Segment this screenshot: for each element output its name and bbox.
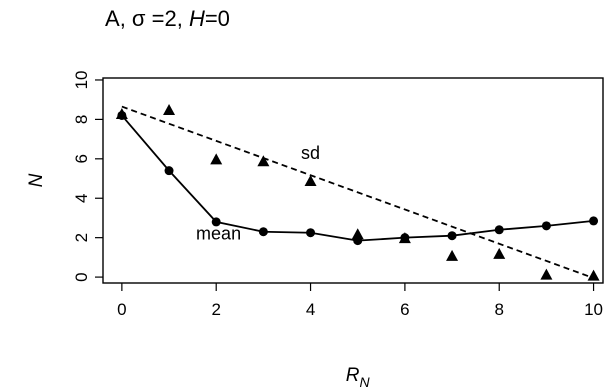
x-tick-label: 4: [306, 300, 315, 319]
series-sd-point: [210, 153, 223, 165]
y-axis-label: N: [26, 173, 47, 187]
series-sd-point: [398, 232, 411, 244]
series-mean-point: [258, 227, 268, 237]
series-mean-point: [164, 166, 174, 176]
y-tick-label: 10: [72, 71, 91, 90]
y-tick-label: 8: [72, 115, 91, 124]
x-tick-label: 6: [400, 300, 409, 319]
x-tick-label: 0: [117, 300, 126, 319]
panel-label: A: [105, 6, 120, 31]
x-tick-label: 2: [211, 300, 220, 319]
y-tick-label: 4: [72, 194, 91, 203]
series-sd-point: [115, 107, 128, 119]
series-mean-point: [447, 231, 457, 241]
y-tick-label: 6: [72, 154, 91, 163]
series-sd-point: [351, 228, 364, 240]
y-tick-label: 2: [72, 233, 91, 242]
series-sd-point: [493, 247, 506, 259]
x-axis-label: RN: [346, 365, 371, 390]
series-sd-point: [257, 155, 270, 167]
chart-title: A, σ =2, H=0: [105, 6, 230, 31]
series-mean-point: [589, 216, 599, 226]
series-sd-point: [163, 104, 176, 116]
series-sd: [115, 104, 600, 281]
series-sd-point: [540, 268, 553, 280]
series-sd-line: [121, 105, 594, 279]
plot-frame: [102, 77, 604, 284]
series-mean-point: [494, 225, 504, 235]
series-mean-line: [121, 114, 594, 242]
series-sd-point: [446, 249, 459, 261]
series-mean-point: [306, 228, 316, 238]
y-tick-label: 0: [72, 272, 91, 281]
x-tick-label: 10: [584, 300, 603, 319]
series-mean-point: [211, 217, 221, 227]
series-sd-point: [587, 269, 600, 281]
sigma-label: σ =2,: [131, 6, 183, 31]
annotation-sd: sd: [301, 143, 320, 163]
series-sd-point: [304, 175, 317, 186]
x-axis-label-subscript: N: [360, 374, 371, 390]
x-tick-label: 8: [494, 300, 503, 319]
h-label: H: [188, 6, 205, 31]
annotation-mean: mean: [196, 224, 241, 244]
h-value: =0: [204, 6, 230, 31]
series-mean-point: [541, 221, 551, 231]
